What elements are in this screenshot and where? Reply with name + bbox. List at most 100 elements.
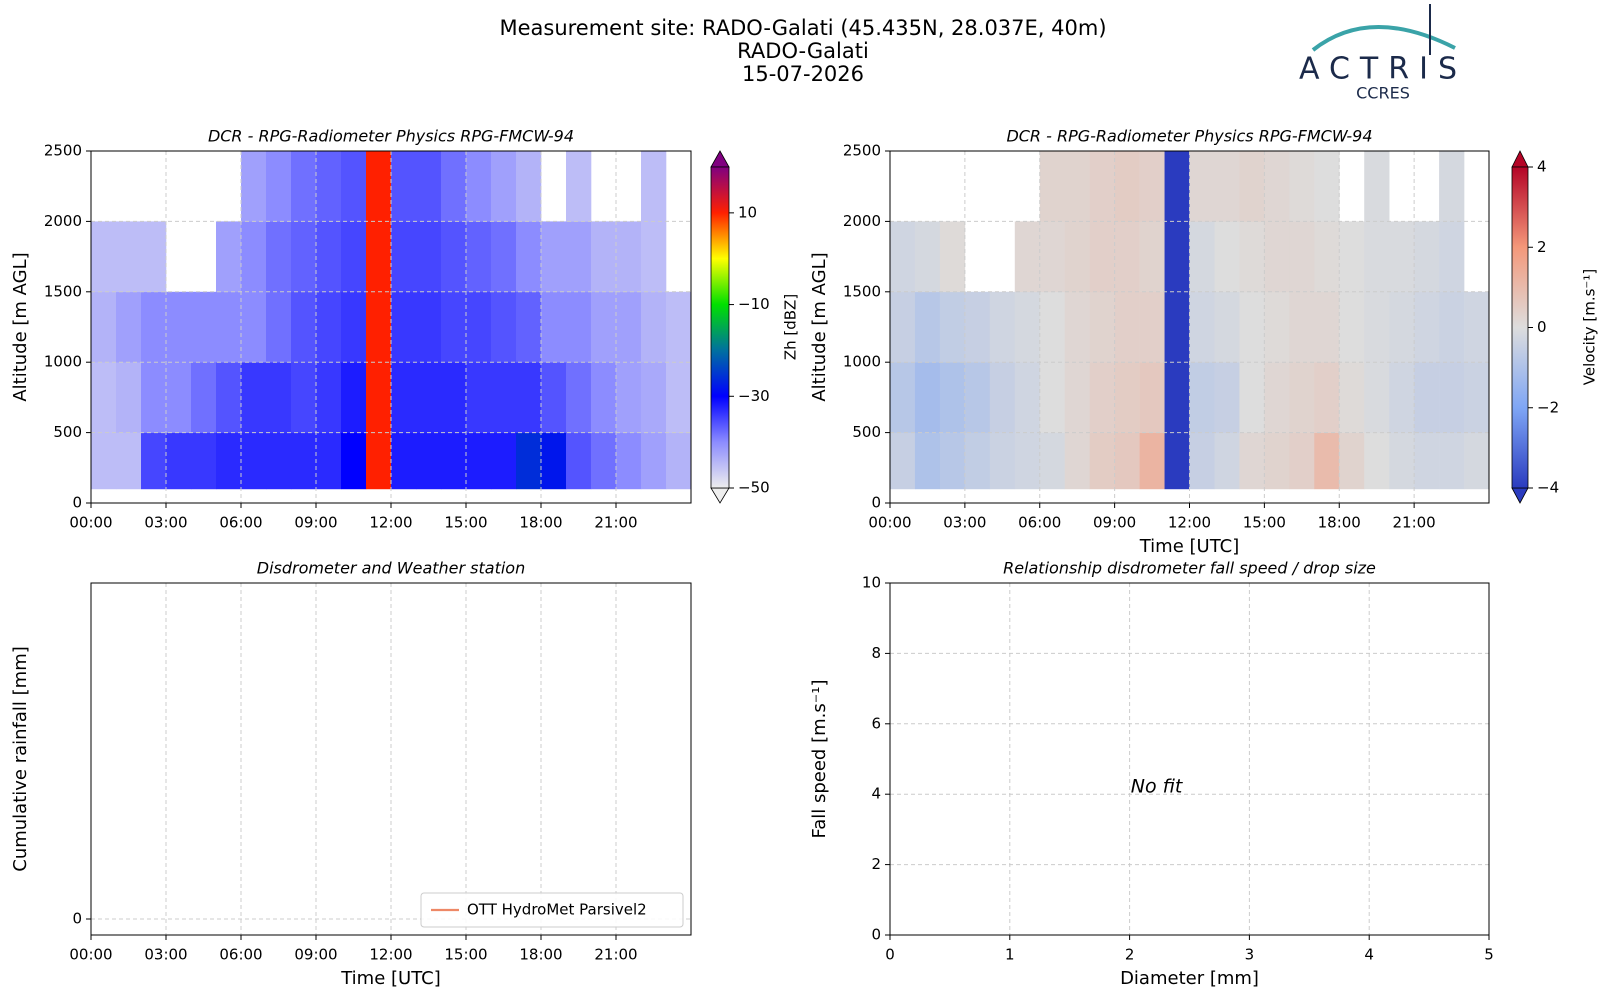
x-axis-label: Time [UTC]: [1139, 536, 1240, 557]
colorbar-extend-bottom: [1511, 487, 1529, 504]
heatmap-cell: [291, 362, 317, 433]
heatmap-cell: [316, 291, 342, 363]
x-tick-label: 15:00: [444, 514, 487, 532]
heatmap-cell: [1439, 151, 1465, 222]
heatmap-cell: [441, 362, 467, 433]
x-tick-label: 18:00: [1318, 514, 1361, 532]
heatmap-cell: [666, 362, 692, 433]
colorbar-tick-label: 4: [1537, 158, 1547, 176]
y-tick-label: 1500: [843, 282, 881, 300]
heatmap-cell: [1414, 291, 1440, 363]
annotation: No fit: [1131, 776, 1184, 798]
heatmap-cell: [566, 362, 592, 433]
plot-frame: [889, 150, 1490, 504]
heatmap-cell: [1039, 221, 1066, 293]
heatmap-cell: [266, 151, 292, 222]
heatmap-cell: [266, 291, 292, 363]
heatmap-cell: [1389, 221, 1415, 293]
heatmap-cell: [166, 362, 192, 433]
heatmap-cell: [914, 362, 941, 433]
heatmap-cell: [1214, 291, 1240, 363]
y-tick-label: 4: [871, 785, 881, 803]
x-tick-label: 06:00: [1018, 514, 1061, 532]
heatmap-cell: [341, 432, 367, 490]
heatmap-cell: [366, 151, 392, 222]
heatmap-cell: [216, 291, 242, 363]
heatmap-cell: [989, 432, 1016, 490]
x-tick-label: 15:00: [444, 946, 487, 964]
y-tick-label: 2: [871, 855, 881, 873]
heatmap-cell: [1314, 362, 1340, 433]
heatmap-cell: [1339, 362, 1365, 433]
heatmap-cell: [266, 432, 292, 490]
heatmap-cell: [516, 221, 542, 293]
heatmap-cell: [241, 362, 267, 433]
heatmap-cell: [616, 432, 642, 490]
heatmap-cell: [541, 432, 567, 490]
heatmap-cell: [1064, 432, 1090, 490]
heatmap-cell: [964, 432, 991, 490]
heatmap-cell: [291, 291, 317, 363]
heatmap-cell: [1139, 291, 1165, 363]
heatmap-cell: [91, 291, 117, 363]
x-tick-label: 3: [1245, 946, 1255, 964]
heatmap-cell: [1189, 291, 1215, 363]
heatmap-cell: [1089, 362, 1115, 433]
heatmap-cell: [1139, 432, 1165, 490]
heatmap-cell: [316, 221, 342, 293]
heatmap-cell: [616, 221, 642, 293]
x-tick-label: 18:00: [519, 946, 562, 964]
heatmap-cell: [241, 151, 267, 222]
heatmap-cell: [1389, 432, 1415, 490]
heatmap-cell: [116, 221, 142, 293]
heatmap-cell: [1114, 432, 1140, 490]
heatmap-cell: [989, 362, 1016, 433]
heatmap-cell: [1164, 432, 1190, 490]
heatmap-cell: [989, 291, 1016, 363]
x-tick-label: 12:00: [369, 514, 412, 532]
heatmap-cell: [266, 221, 292, 293]
heatmap-cell: [1114, 221, 1140, 293]
heatmap-cell: [416, 221, 442, 293]
y-tick-label: 10: [862, 574, 881, 592]
colorbar-tick-label: 0: [1537, 318, 1547, 336]
heatmap-cell: [641, 221, 667, 293]
heatmap-cell: [666, 432, 692, 490]
panel-title: Relationship disdrometer fall speed / dr…: [1003, 559, 1376, 578]
heatmap-cell: [141, 291, 167, 363]
logo-arc: [1311, 25, 1456, 52]
heatmap-cell: [391, 151, 417, 222]
heatmap-cell: [341, 151, 367, 222]
x-tick-label: 00:00: [69, 946, 112, 964]
y-tick-label: 1500: [44, 282, 82, 300]
heatmap-cell: [1414, 221, 1440, 293]
y-tick-label: 0: [871, 926, 881, 944]
heatmap-cell: [191, 362, 217, 433]
heatmap-cell: [1264, 221, 1290, 293]
x-tick-label: 00:00: [69, 514, 112, 532]
heatmap-cell: [91, 362, 117, 433]
heatmap-cell: [1089, 291, 1115, 363]
heatmap-cell: [1339, 432, 1365, 490]
heatmap-cell: [566, 432, 592, 490]
heatmap-cell: [516, 432, 542, 490]
colorbar-extend-top: [1511, 150, 1529, 168]
heatmap-cell: [391, 221, 417, 293]
colorbar-label: Zh [dBZ]: [782, 294, 800, 360]
heatmap-cell: [641, 291, 667, 363]
heatmap-cell: [1314, 432, 1340, 490]
heatmap-cell: [241, 432, 267, 490]
heatmap-cell: [166, 432, 192, 490]
heatmap-cell: [441, 151, 467, 222]
x-tick-label: 03:00: [144, 946, 187, 964]
y-tick-label: 6: [871, 714, 881, 732]
heatmap-cell: [616, 291, 642, 363]
heatmap-cell: [566, 151, 592, 222]
heatmap-cell: [1064, 291, 1090, 363]
colorbar-tick-label: −30: [738, 387, 770, 405]
heatmap-cell: [939, 432, 966, 490]
heatmap-cell: [1139, 362, 1165, 433]
heatmap-cell: [1039, 291, 1066, 363]
y-tick-label: 2500: [843, 142, 881, 160]
